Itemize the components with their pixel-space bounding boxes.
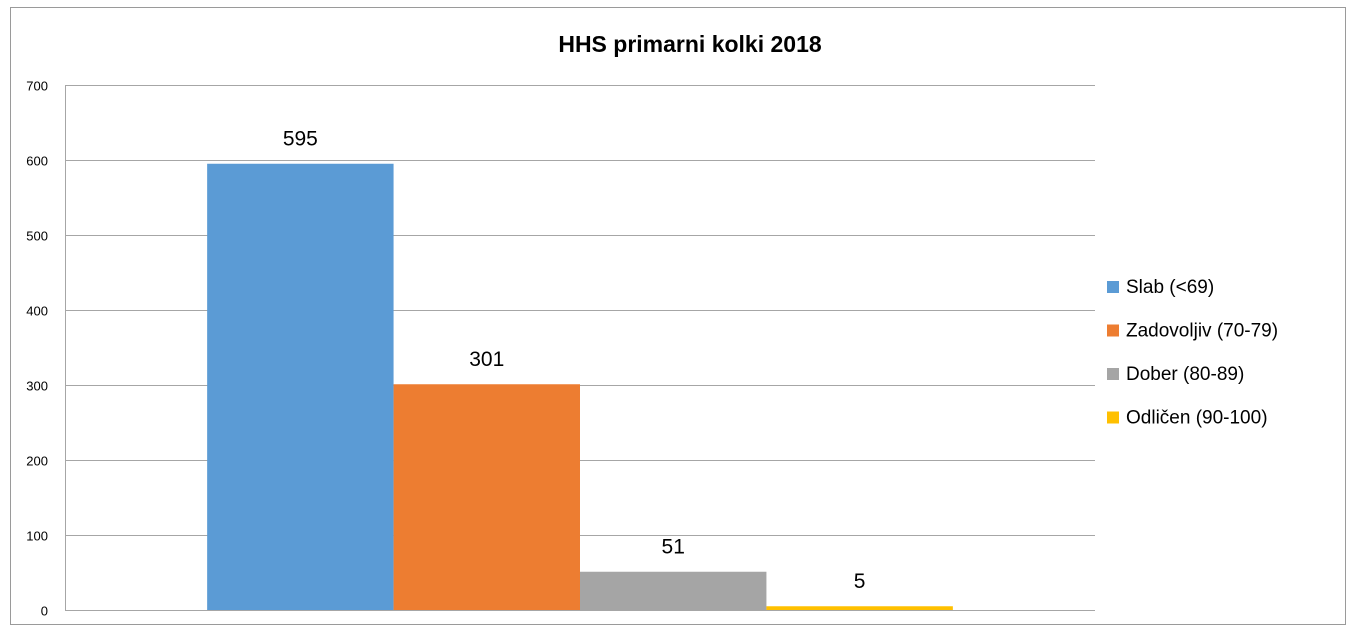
chart-title: HHS primarni kolki 2018 — [558, 31, 822, 57]
y-tick-label: 700 — [26, 78, 48, 93]
legend-label: Slab (<69) — [1126, 277, 1214, 298]
y-tick-label: 600 — [26, 153, 48, 168]
y-tick-label: 300 — [26, 378, 48, 393]
data-label: 5 — [854, 570, 866, 593]
legend-label: Dober (80-89) — [1126, 364, 1244, 385]
y-tick-label: 100 — [26, 528, 48, 543]
data-label: 301 — [469, 348, 504, 371]
legend-swatch — [1107, 324, 1119, 337]
y-tick-label: 400 — [26, 303, 48, 318]
bar — [580, 571, 767, 610]
y-tick-label: 200 — [26, 453, 48, 468]
bar — [207, 163, 394, 610]
legend-swatch — [1107, 368, 1119, 380]
y-tick-label: 500 — [26, 228, 48, 243]
legend-label: Odličen (90-100) — [1126, 408, 1268, 429]
data-label: 595 — [283, 127, 318, 150]
data-label: 51 — [662, 535, 685, 558]
bar — [393, 384, 580, 610]
legend-swatch — [1107, 281, 1119, 293]
legend-swatch — [1107, 411, 1119, 424]
legend-label: Zadovoljiv (70-79) — [1126, 321, 1278, 342]
y-tick-label: 0 — [41, 603, 48, 618]
bar — [766, 606, 953, 610]
